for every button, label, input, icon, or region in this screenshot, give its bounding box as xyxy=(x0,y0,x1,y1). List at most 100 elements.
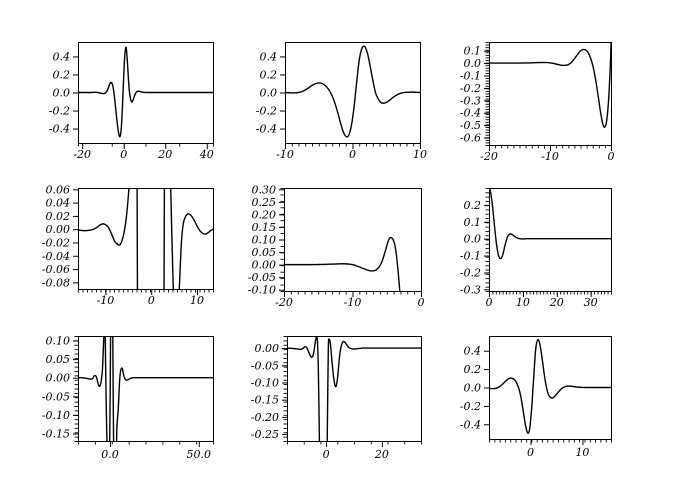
x-tick-label: 20 xyxy=(374,448,389,459)
panel-5: -0.10 -0.05 0.00 0.05 0.10 0.15 0.20 0.25 0.30 -2… xyxy=(236,182,429,307)
panel-1: -0.4 -0.2 0.0 0.2 0.4 -20 0 20 40 xyxy=(34,36,221,159)
x-tick-label: 0 xyxy=(120,148,127,159)
y-tick-label: -0.10 xyxy=(42,409,70,422)
y-tick-label: 0.0 xyxy=(260,87,278,100)
x-tick-label: -10 xyxy=(276,148,294,159)
y-tick-label: 0.0 xyxy=(464,57,482,70)
y-tick-label: 0.00 xyxy=(46,372,71,385)
panel-2: -0.4 -0.2 0.0 0.2 0.4 -10 0 10 xyxy=(241,36,428,159)
y-tick-label: -0.05 xyxy=(42,390,70,403)
x-tick-label: 50.0 xyxy=(187,448,212,459)
x-tick-label: 30 xyxy=(584,296,598,307)
x-tick-label: -20 xyxy=(480,150,498,161)
y-tick-label: -0.6 xyxy=(460,132,481,145)
y-tick-label: 0.0 xyxy=(464,233,482,246)
y-tick-label: 0.00 xyxy=(46,223,71,236)
y-tick-label: 0.4 xyxy=(260,50,278,63)
x-tick-label: 10 xyxy=(516,296,530,307)
y-tick-label: -0.05 xyxy=(248,271,276,284)
y-tick-label: 0.4 xyxy=(53,50,71,63)
y-tick-label: 0.2 xyxy=(53,68,71,81)
y-tick-label: 0.2 xyxy=(464,363,482,376)
y-tick-label: 0.2 xyxy=(260,68,278,81)
y-tick-label: -0.04 xyxy=(42,250,70,263)
x-tick-label: -20 xyxy=(275,296,293,307)
y-tick-label: 0.2 xyxy=(464,199,482,212)
y-tick-label: 0.10 xyxy=(252,234,277,247)
x-tick-label: 0.0 xyxy=(101,448,119,459)
y-tick-label: -0.5 xyxy=(460,119,481,132)
y-tick-label: -0.2 xyxy=(49,105,70,118)
plot-frame xyxy=(284,188,422,292)
y-tick-label: -0.10 xyxy=(248,284,276,297)
panel-8: -0.25 -0.20 -0.15 -0.10 -0.05 0.00 0 20 xyxy=(239,330,429,459)
y-tick-label: -0.06 xyxy=(42,263,70,276)
y-tick-label: 0.1 xyxy=(464,216,482,229)
y-tick-label: -0.4 xyxy=(49,123,70,136)
y-tick-label: -0.10 xyxy=(251,376,279,389)
y-tick-label: 0.00 xyxy=(252,259,277,272)
x-tick-label: 10 xyxy=(190,294,204,305)
y-tick-label: 0.4 xyxy=(464,345,482,358)
x-tick-label: 0 xyxy=(349,148,356,159)
y-tick-label: 0.10 xyxy=(46,334,71,347)
data-curve xyxy=(489,42,611,128)
x-tick-label: 10 xyxy=(413,148,427,159)
y-tick-label: -0.20 xyxy=(251,411,279,424)
plot-frame xyxy=(78,188,214,290)
x-tick-label: -10 xyxy=(541,150,559,161)
data-curve xyxy=(78,188,213,289)
y-tick-label: -0.02 xyxy=(42,236,70,249)
data-curve xyxy=(284,236,401,291)
x-tick-label: -10 xyxy=(344,296,362,307)
x-tick-label: 0 xyxy=(323,448,330,459)
y-tick-label: -0.15 xyxy=(42,428,70,441)
y-tick-label: -0.2 xyxy=(460,400,481,413)
y-tick-label: -0.25 xyxy=(251,428,279,441)
y-tick-label: -0.3 xyxy=(460,283,481,296)
data-curve xyxy=(78,46,213,138)
plot-frame xyxy=(489,188,612,292)
y-tick-label: -0.08 xyxy=(42,276,70,289)
y-tick-label: 0.30 xyxy=(252,183,277,196)
y-tick-label: 0.00 xyxy=(255,342,280,355)
panel-6: -0.3 -0.2 -0.1 0.0 0.1 0.2 0 10 20 30 xyxy=(445,182,619,307)
x-tick-label: 0 xyxy=(486,296,493,307)
y-tick-label: 0.0 xyxy=(53,87,71,100)
y-tick-label: -0.2 xyxy=(256,105,277,118)
y-tick-label: -0.4 xyxy=(460,418,481,431)
data-curve xyxy=(287,336,421,441)
data-curve xyxy=(489,188,611,260)
panel-9: -0.4 -0.2 0.0 0.2 0.4 0 10 xyxy=(445,330,619,457)
y-tick-label: 0.05 xyxy=(252,246,277,259)
x-tick-label: 20 xyxy=(157,148,172,159)
x-tick-label: -20 xyxy=(73,148,91,159)
panel-7: -0.15 -0.10 -0.05 0.00 0.05 0.10 0.0 50.0 xyxy=(30,330,221,459)
y-tick-label: 0.1 xyxy=(464,45,482,58)
y-tick-label: 0.05 xyxy=(46,353,71,366)
x-tick-label: 0 xyxy=(418,296,425,307)
data-curve xyxy=(489,338,611,434)
y-tick-label: 0.15 xyxy=(252,221,277,234)
y-tick-label: 0.25 xyxy=(252,196,277,209)
plot-frame xyxy=(287,336,422,442)
y-tick-label: 0.20 xyxy=(252,208,277,221)
y-tick-label: -0.15 xyxy=(251,394,279,407)
y-tick-label: -0.1 xyxy=(460,250,481,263)
x-tick-label: -10 xyxy=(97,294,115,305)
x-tick-label: 20 xyxy=(549,296,564,307)
y-tick-label: -0.2 xyxy=(460,82,481,95)
x-tick-label: 10 xyxy=(575,446,589,457)
panel-4: -0.08 -0.06 -0.04 -0.02 0.00 0.02 0.04 0.06 -10 0… xyxy=(30,182,221,305)
data-curve xyxy=(78,336,213,441)
x-tick-label: 0 xyxy=(608,150,615,161)
data-curve xyxy=(285,45,420,138)
y-tick-label: -0.05 xyxy=(251,359,279,372)
y-tick-label: 0.0 xyxy=(464,382,482,395)
panel-3: -0.6 -0.5 -0.4 -0.3 -0.2 -0.1 0.0 0.1 -20 -10 0 xyxy=(445,36,619,161)
y-tick-label: 0.04 xyxy=(46,197,71,210)
y-tick-label: -0.4 xyxy=(256,123,277,136)
y-tick-label: -0.3 xyxy=(460,94,481,107)
plot-frame xyxy=(489,42,612,146)
